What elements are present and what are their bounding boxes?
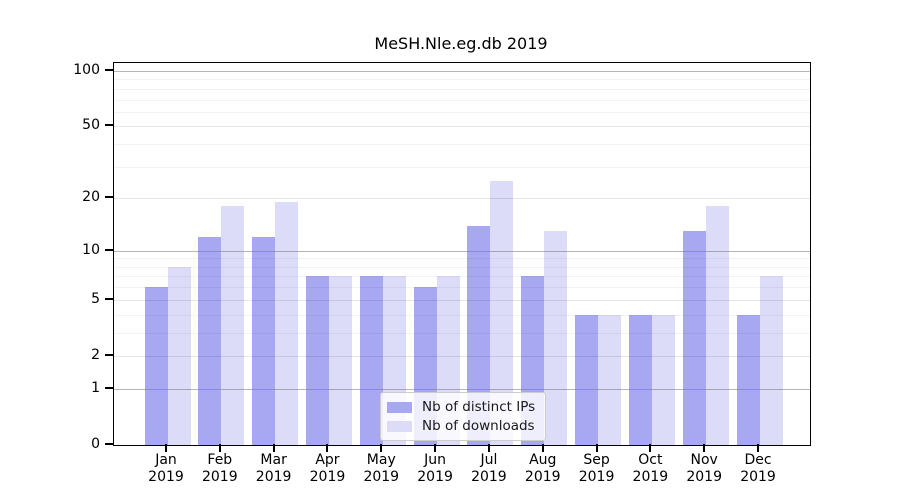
legend: Nb of distinct IPs Nb of downloads [380,392,546,441]
gridline-y-40 [114,144,810,146]
x-tick-label-apr: Apr 2019 [309,452,346,485]
bar-downloads-jul [490,180,514,445]
x-tick-mark-nov [703,444,706,452]
x-tick-label-jul: Jul 2019 [471,452,507,485]
bar-distinct-ips-sep [575,314,599,445]
y-tick-mark-2 [105,353,113,356]
gridline-y-20 [114,198,810,200]
bar-distinct-ips-oct [628,314,652,445]
bar-downloads-feb [221,206,245,445]
x-tick-mark-feb [218,444,221,452]
y-tick-mark-100 [105,68,113,71]
gridline-y-6 [114,287,810,289]
gridline-y-5 [114,299,810,301]
y-tick-label-100: 100 [73,61,100,78]
y-tick-label-50: 50 [82,117,100,134]
x-tick-label-mar: Mar 2019 [255,452,292,485]
bar-distinct-ips-may [359,276,383,445]
bar-distinct-ips-apr [305,276,329,445]
legend-label-downloads: Nb of downloads [422,418,535,434]
gridline-y-7 [114,276,810,278]
bar-distinct-ips-jan [144,287,168,445]
gridline-y-9 [114,258,810,260]
x-tick-mark-jun [434,444,437,452]
x-tick-mark-jan [165,444,167,452]
x-tick-label-feb: Feb 2019 [201,452,238,485]
bar-downloads-mar [275,202,299,445]
y-tick-mark-10 [105,248,113,251]
x-tick-mark-aug [541,444,544,452]
bar-downloads-jan [167,266,191,445]
x-tick-label-aug: Aug 2019 [524,452,561,485]
bar-distinct-ips-feb [198,237,222,445]
gridline-y-90 [114,79,810,81]
x-tick-label-dec: Dec 2019 [740,452,776,485]
y-tick-mark-20 [105,196,113,199]
y-tick-label-20: 20 [82,189,100,206]
x-tick-mark-apr [326,444,329,452]
gridline-y-1 [114,388,810,390]
gridline-y-8 [114,266,810,268]
bar-downloads-oct [651,314,675,445]
bar-distinct-ips-jul [467,225,491,445]
x-tick-label-jan: Jan 2019 [148,452,184,485]
legend-row-ips: Nb of distinct IPs [387,399,539,415]
y-tick-label-2: 2 [91,346,100,363]
gridline-y-3 [114,332,810,334]
y-tick-mark-0 [105,443,113,445]
bar-downloads-aug [544,231,568,445]
legend-swatch-ips [387,401,412,413]
x-tick-label-nov: Nov 2019 [686,452,722,485]
legend-row-downloads: Nb of downloads [387,418,539,434]
gridline-y-30 [114,166,810,168]
y-tick-label-0: 0 [91,436,100,452]
gridline-y-50 [114,126,810,128]
y-tick-mark-50 [105,124,113,127]
x-tick-mark-sep [595,444,598,452]
x-tick-mark-oct [649,444,652,452]
bar-downloads-dec [759,276,783,445]
bar-downloads-apr [328,276,352,445]
gridline-y-10 [114,250,810,252]
gridline-y-70 [114,99,810,101]
bar-distinct-ips-mar [252,237,276,445]
bar-distinct-ips-dec [736,314,760,445]
bar-distinct-ips-nov [682,231,706,445]
x-tick-label-jun: Jun 2019 [417,452,453,485]
gridline-y-4 [114,314,810,316]
plot-area [113,62,811,446]
x-tick-mark-mar [272,444,275,452]
x-tick-mark-may [380,444,383,452]
x-tick-label-oct: Oct 2019 [632,452,669,485]
gridline-y-100 [114,70,810,72]
bar-downloads-nov [705,206,729,445]
x-tick-label-sep: Sep 2019 [578,452,615,485]
y-tick-mark-5 [105,297,113,300]
y-tick-label-10: 10 [82,241,100,258]
y-tick-label-5: 5 [91,290,100,307]
gridline-y-80 [114,88,810,90]
gridline-y-60 [114,111,810,113]
y-tick-label-1: 1 [91,379,100,396]
x-tick-label-may: May 2019 [363,452,400,485]
chart-title: MeSH.Nle.eg.db 2019 [374,34,548,53]
x-tick-mark-dec [757,444,760,452]
legend-swatch-downloads [387,420,412,432]
legend-label-ips: Nb of distinct IPs [422,399,536,415]
bar-downloads-sep [598,314,622,445]
y-tick-mark-1 [105,386,113,389]
x-tick-mark-jul [487,444,490,452]
gridline-y-2 [114,355,810,357]
